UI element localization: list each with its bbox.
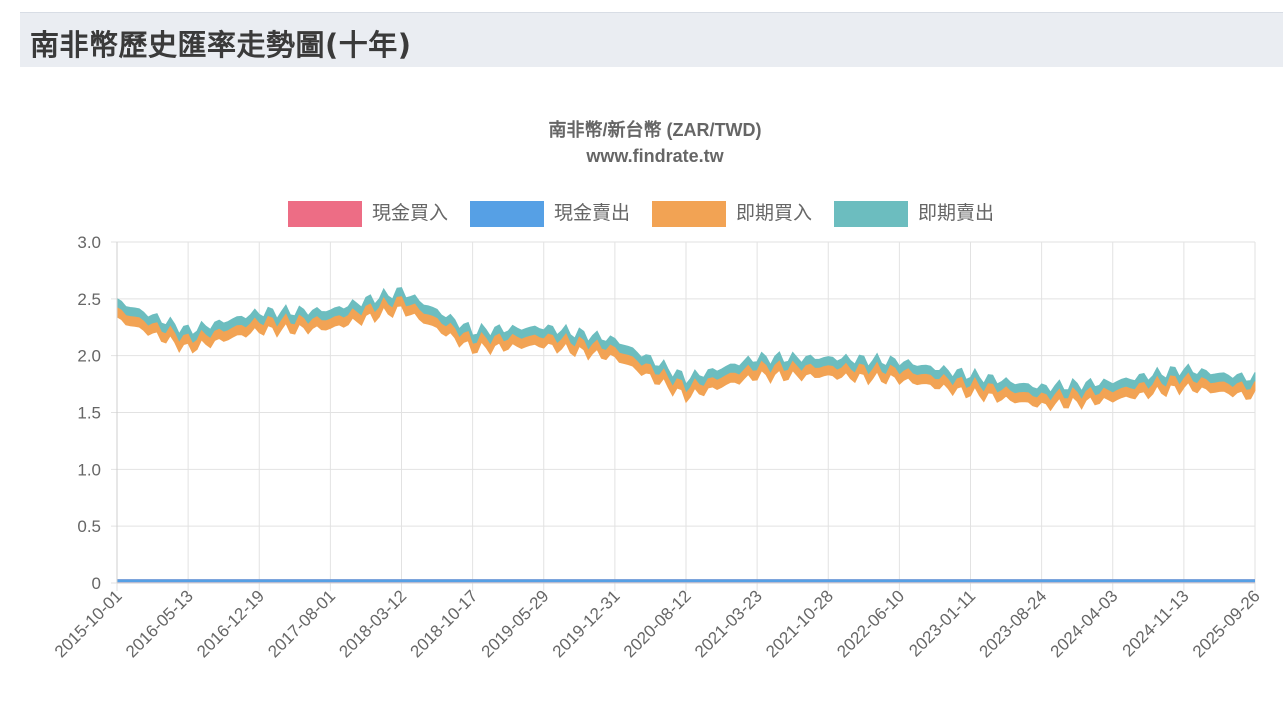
- x-tick-label: 2019-12-31: [549, 586, 624, 661]
- legend-item: 現金買入: [288, 201, 448, 227]
- y-tick-label: 2.0: [77, 347, 101, 366]
- legend-swatch: [834, 201, 908, 227]
- x-tick-label: 2023-08-24: [976, 586, 1051, 661]
- chart-axes: 00.51.01.52.02.53.02015-10-012016-05-132…: [51, 233, 1264, 661]
- x-tick-label: 2018-10-17: [407, 586, 482, 661]
- series-band: [116, 296, 1256, 412]
- chart-subtitle: www.findrate.tw: [585, 146, 724, 166]
- legend-label: 現金賣出: [554, 202, 630, 224]
- x-tick-label: 2021-03-23: [691, 586, 766, 661]
- legend-label: 即期賣出: [918, 202, 994, 224]
- page-title: 南非幣歷史匯率走勢圖(十年): [30, 28, 412, 62]
- y-tick-label: 3.0: [77, 233, 101, 252]
- x-tick-label: 2021-10-28: [762, 586, 837, 661]
- legend-swatch: [470, 201, 544, 227]
- legend-label: 即期買入: [736, 202, 812, 224]
- legend-item: 即期賣出: [834, 201, 994, 227]
- legend-label: 現金買入: [372, 202, 448, 224]
- x-tick-label: 2024-11-13: [1119, 586, 1193, 660]
- legend-swatch: [652, 201, 726, 227]
- legend-item: 現金賣出: [470, 201, 630, 227]
- x-tick-label: 2016-12-19: [193, 586, 268, 661]
- legend-swatch: [288, 201, 362, 227]
- chart-title: 南非幣/新台幣 (ZAR/TWD): [549, 119, 762, 140]
- chart-series: [116, 287, 1256, 583]
- legend-item: 即期買入: [652, 201, 812, 227]
- chart-legend: 現金買入 現金賣出 即期買入 即期賣出: [288, 201, 994, 227]
- x-tick-label: 2018-03-12: [335, 586, 410, 661]
- y-tick-label: 0.5: [77, 517, 101, 536]
- x-tick-label: 2017-08-01: [264, 586, 339, 661]
- x-tick-label: 2016-05-13: [122, 586, 197, 661]
- y-tick-label: 0: [92, 574, 101, 593]
- header-bar: 南非幣歷史匯率走勢圖(十年): [20, 12, 1283, 67]
- x-tick-label: 2023-01-11: [905, 586, 979, 660]
- chart-grid: [111, 241, 1256, 591]
- x-tick-label: 2019-05-29: [478, 586, 553, 661]
- x-tick-label: 2015-10-01: [51, 586, 126, 661]
- y-tick-label: 2.5: [77, 290, 101, 309]
- y-tick-label: 1.5: [77, 404, 101, 423]
- x-tick-label: 2025-09-26: [1189, 586, 1264, 661]
- x-tick-label: 2020-08-12: [620, 586, 695, 661]
- y-tick-label: 1.0: [77, 460, 101, 479]
- x-tick-label: 2024-04-03: [1047, 586, 1122, 661]
- x-tick-label: 2022-06-10: [833, 586, 908, 661]
